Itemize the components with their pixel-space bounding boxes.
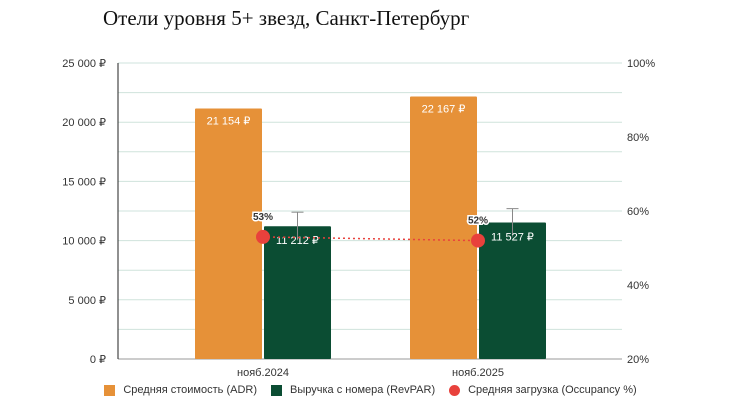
bar-adr	[410, 96, 477, 359]
occupancy-point	[256, 229, 270, 244]
y-right-tick-label: 60%	[627, 206, 649, 218]
occupancy-point	[471, 233, 485, 248]
occupancy-label: 53%	[253, 212, 273, 223]
bar-revpar	[264, 226, 331, 359]
x-tick-label: нояб.2024	[237, 367, 289, 379]
y-tick-label: 5 000 ₽	[68, 295, 106, 307]
occupancy-line	[262, 236, 479, 242]
y-tick-label: 25 000 ₽	[62, 58, 106, 70]
x-tick-label: нояб.2025	[452, 367, 504, 379]
bar-adr	[195, 108, 262, 359]
legend-item-occupancy[interactable]: Средняя загрузка (Occupancy %)	[449, 384, 637, 396]
legend-swatch	[271, 384, 282, 396]
legend: Средняя стоимость (ADR) Выручка с номера…	[0, 384, 741, 396]
bar-revpar	[479, 222, 546, 359]
legend-swatch	[104, 384, 116, 396]
y-tick-label: 20 000 ₽	[62, 117, 106, 129]
bar-label-adr: 22 167 ₽	[422, 104, 466, 116]
y-tick-label: 15 000 ₽	[62, 176, 106, 188]
bar-label-revpar: 11 527 ₽	[491, 232, 534, 244]
y-tick-label: 0 ₽	[90, 354, 106, 366]
y-tick-label: 10 000 ₽	[62, 236, 106, 248]
bar-label-adr: 21 154 ₽	[207, 116, 251, 128]
y-right-tick-label: 20%	[627, 354, 649, 366]
legend-label: Средняя загрузка (Occupancy %)	[468, 384, 637, 396]
legend-swatch	[449, 384, 461, 396]
occupancy-label: 52%	[468, 216, 488, 227]
chart: 0 ₽ 5 000 ₽ 10 000 ₽ 15 000 ₽ 20 000 ₽ 25 000…	[62, 58, 655, 379]
y-right-tick-label: 80%	[627, 132, 649, 144]
y-right-tick-label: 40%	[627, 280, 649, 292]
legend-item-adr[interactable]: Средняя стоимость (ADR)	[104, 384, 257, 396]
y-right-tick-label: 100%	[627, 58, 655, 70]
bar-label-revpar: 11 212 ₽	[276, 235, 319, 247]
legend-item-revpar[interactable]: Выручка с номера (RevPAR)	[271, 384, 435, 396]
legend-label: Средняя стоимость (ADR)	[123, 384, 257, 396]
chart-title: Отели уровня 5+ звезд, Санкт-Петербург	[103, 6, 470, 30]
legend-label: Выручка с номера (RevPAR)	[290, 384, 436, 396]
